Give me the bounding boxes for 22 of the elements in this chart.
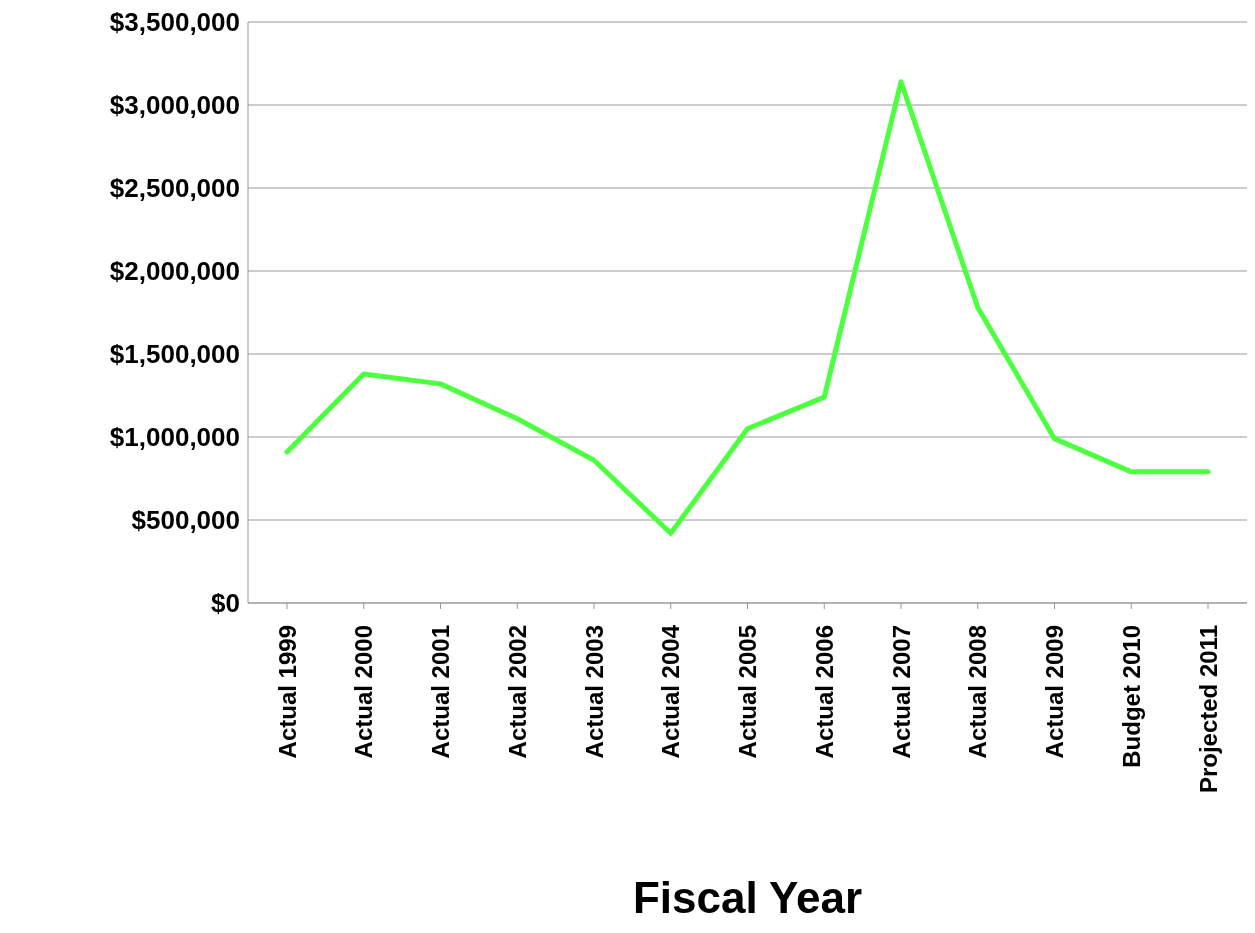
y-tick-label: $2,000,000 [109,256,240,287]
x-tick-label: Actual 2005 [734,625,761,759]
y-tick-label: $500,000 [131,505,240,536]
x-tick-label: Actual 2004 [657,624,685,759]
x-tick-label: Actual 2001 [427,625,454,759]
y-tick-label: $3,000,000 [109,90,240,121]
x-tick-label: Actual 1999 [273,625,301,759]
y-tick-label: $3,500,000 [109,7,240,38]
y-tick-label: $1,000,000 [109,422,240,453]
x-tick-label: Actual 2008 [964,625,992,759]
x-tick-label: Actual 2007 [887,625,915,759]
x-tick-label: Projected 2011 [1194,625,1222,794]
x-tick-label: Actual 2009 [1041,625,1068,759]
x-tick-label: Budget 2010 [1117,625,1145,768]
x-tick-label: Actual 2003 [580,625,608,759]
y-tick-label: $0 [211,588,240,619]
x-tick-label: Actual 2000 [350,625,378,759]
x-tick-label: Actual 2006 [810,625,838,759]
y-tick-label: $2,500,000 [109,173,240,204]
x-axis-title: Fiscal Year [632,873,863,922]
x-tick-label: Actual 2002 [503,625,531,759]
y-tick-label: $1,500,000 [109,339,240,370]
